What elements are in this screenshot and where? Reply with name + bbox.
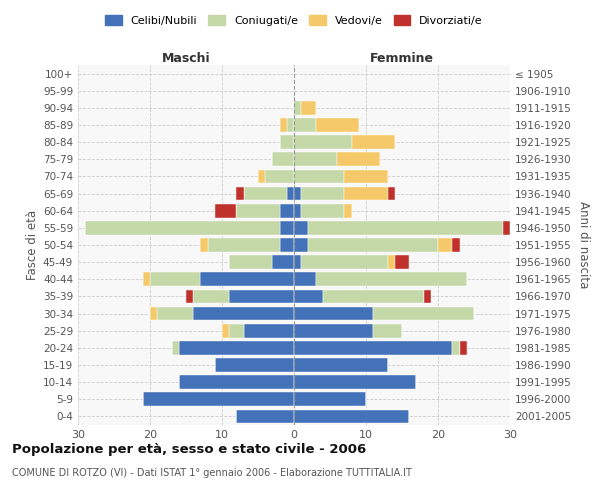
Bar [294,392,366,406]
Bar [294,376,416,389]
Bar [294,101,301,114]
Bar [85,221,280,234]
Bar [301,204,344,218]
Bar [186,290,193,304]
Bar [294,136,352,149]
Bar [294,170,344,183]
Bar [143,392,294,406]
Bar [344,204,352,218]
Bar [373,324,402,338]
Bar [388,186,395,200]
Bar [193,306,294,320]
Bar [294,204,301,218]
Bar [316,118,359,132]
Bar [344,186,388,200]
Bar [236,186,244,200]
Bar [323,290,424,304]
Bar [215,358,294,372]
Bar [352,136,395,149]
Bar [294,186,301,200]
Bar [294,118,316,132]
Bar [308,238,438,252]
Legend: Celibi/Nubili, Coniugati/e, Vedovi/e, Divorziati/e: Celibi/Nubili, Coniugati/e, Vedovi/e, Di… [101,10,487,30]
Bar [265,170,294,183]
Bar [287,186,294,200]
Text: COMUNE DI ROTZO (VI) - Dati ISTAT 1° gennaio 2006 - Elaborazione TUTTITALIA.IT: COMUNE DI ROTZO (VI) - Dati ISTAT 1° gen… [12,468,412,477]
Bar [150,272,200,286]
Bar [236,410,294,424]
Bar [244,186,287,200]
Bar [157,306,193,320]
Bar [244,324,294,338]
Bar [388,256,395,269]
Bar [460,341,467,354]
Bar [179,341,294,354]
Bar [258,170,265,183]
Bar [215,204,236,218]
Bar [200,272,294,286]
Bar [150,306,157,320]
Y-axis label: Anni di nascita: Anni di nascita [577,202,590,288]
Text: Maschi: Maschi [161,52,211,65]
Bar [344,170,388,183]
Y-axis label: Fasce di età: Fasce di età [26,210,39,280]
Bar [503,221,510,234]
Bar [373,306,474,320]
Bar [179,376,294,389]
Bar [272,152,294,166]
Bar [200,238,208,252]
Bar [294,341,452,354]
Bar [301,186,344,200]
Bar [294,290,323,304]
Bar [222,324,229,338]
Bar [229,290,294,304]
Bar [193,290,229,304]
Text: Femmine: Femmine [370,52,434,65]
Bar [287,118,294,132]
Bar [452,341,460,354]
Bar [229,324,244,338]
Bar [294,272,316,286]
Bar [208,238,280,252]
Bar [294,256,301,269]
Bar [272,256,294,269]
Bar [316,272,467,286]
Bar [143,272,150,286]
Bar [280,136,294,149]
Bar [301,256,388,269]
Bar [294,410,409,424]
Bar [395,256,409,269]
Bar [294,306,373,320]
Bar [294,358,388,372]
Bar [280,118,287,132]
Bar [280,238,294,252]
Text: Popolazione per età, sesso e stato civile - 2006: Popolazione per età, sesso e stato civil… [12,442,366,456]
Bar [337,152,380,166]
Bar [308,221,503,234]
Bar [294,238,308,252]
Bar [438,238,452,252]
Bar [280,221,294,234]
Bar [424,290,431,304]
Bar [294,324,373,338]
Bar [229,256,272,269]
Bar [172,341,179,354]
Bar [301,101,316,114]
Bar [280,204,294,218]
Bar [452,238,460,252]
Bar [294,221,308,234]
Bar [236,204,280,218]
Bar [294,152,337,166]
